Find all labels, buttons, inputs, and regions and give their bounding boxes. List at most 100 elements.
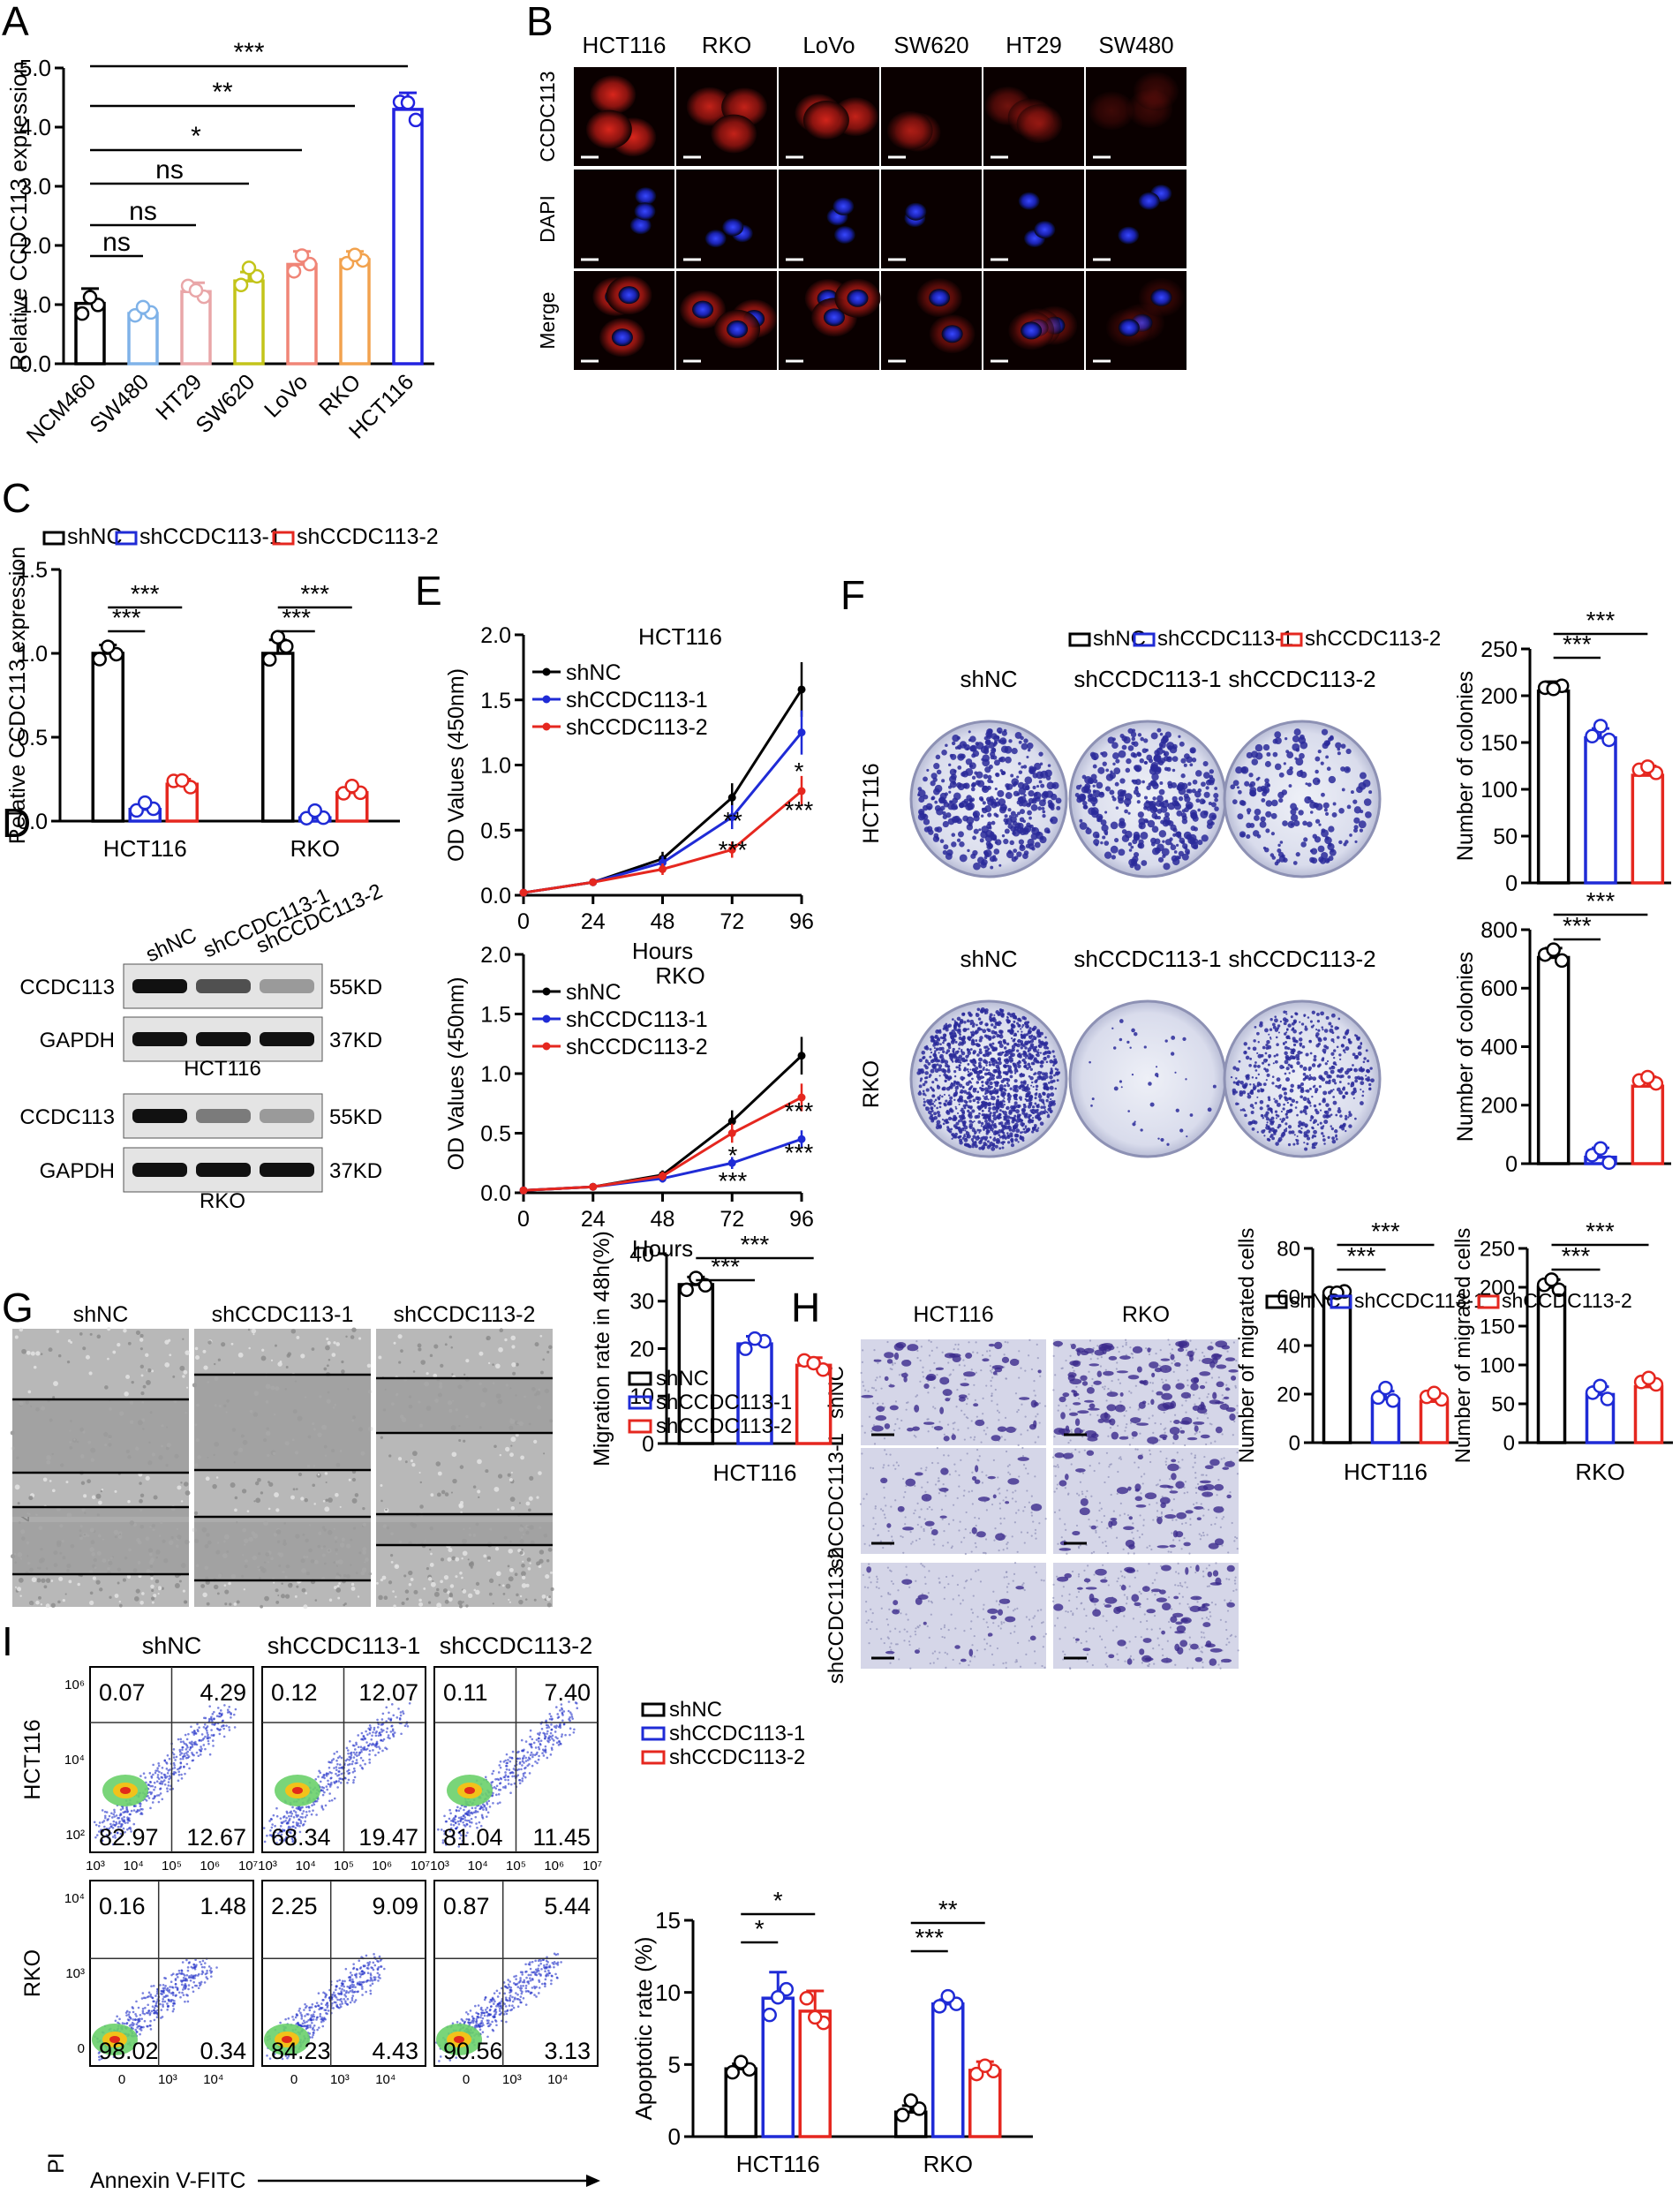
cell-speckle	[45, 1603, 50, 1609]
colony	[958, 1047, 961, 1051]
colony	[1177, 834, 1182, 839]
colony	[1007, 808, 1012, 812]
membrane-pore	[883, 1513, 885, 1516]
colony	[1019, 1118, 1022, 1121]
cell-speckle	[408, 1570, 413, 1576]
colony	[929, 1055, 932, 1059]
colony	[1290, 809, 1297, 816]
colony	[1007, 1100, 1011, 1104]
colony	[1118, 750, 1126, 758]
membrane-pore	[1207, 1417, 1209, 1420]
cell-speckle	[521, 1563, 525, 1568]
colony	[1292, 861, 1298, 865]
colony	[962, 783, 968, 789]
colony	[1214, 797, 1218, 803]
colony	[990, 831, 995, 837]
cell-speckle	[109, 1595, 112, 1599]
colony	[998, 1135, 1003, 1139]
colony	[1360, 1066, 1363, 1069]
colony	[1262, 743, 1270, 751]
colony	[1130, 731, 1137, 738]
colony	[926, 1099, 930, 1104]
colony	[1010, 1135, 1013, 1138]
membrane-pore	[861, 1361, 864, 1363]
membrane-pore	[1116, 1346, 1119, 1349]
membrane-pore	[973, 1438, 976, 1441]
colony	[1160, 805, 1168, 813]
cell-speckle	[133, 1595, 139, 1602]
colony	[992, 1063, 996, 1067]
cell-speckle	[131, 1381, 134, 1384]
colony	[1335, 1135, 1337, 1138]
migrated-cell	[1037, 1369, 1042, 1374]
colony	[1318, 823, 1322, 826]
colony	[1353, 1068, 1356, 1071]
membrane-pore	[1091, 1353, 1094, 1355]
colony	[984, 1060, 989, 1065]
colony	[1336, 1045, 1339, 1049]
colony	[1134, 863, 1141, 871]
colony	[1007, 823, 1013, 829]
cell-speckle	[328, 1497, 333, 1503]
membrane-pore	[973, 1384, 976, 1386]
colony	[1268, 1033, 1270, 1036]
colony	[984, 1138, 988, 1142]
colony	[922, 1055, 926, 1059]
cell-speckle	[251, 1328, 257, 1334]
colony	[934, 1098, 938, 1102]
colony	[1352, 1097, 1355, 1099]
colony	[1042, 1101, 1045, 1105]
colony	[1024, 1064, 1028, 1067]
membrane-pore	[990, 1384, 992, 1387]
colony	[1125, 830, 1133, 839]
colony	[1034, 841, 1041, 848]
colony	[929, 1048, 932, 1051]
colony	[1317, 845, 1325, 853]
membrane-pore	[1014, 1489, 1017, 1492]
colony	[958, 1067, 961, 1072]
colony	[936, 1106, 938, 1110]
colony	[938, 1029, 942, 1032]
colony	[1088, 807, 1096, 816]
migrated-cell	[1081, 1381, 1089, 1386]
colony	[983, 735, 988, 741]
colony	[1075, 784, 1081, 790]
colony	[968, 1037, 971, 1041]
membrane-pore	[1038, 1402, 1041, 1405]
colony	[1052, 1079, 1056, 1083]
colony	[1178, 735, 1181, 738]
cell-speckle	[21, 1348, 26, 1354]
colony	[1025, 1024, 1029, 1029]
colony	[1171, 756, 1179, 762]
colony	[1021, 1052, 1024, 1055]
migrated-cell	[1149, 1361, 1159, 1368]
migrated-cell	[923, 1384, 930, 1389]
membrane-pore	[1096, 1414, 1099, 1417]
migrated-cell	[1193, 1421, 1205, 1425]
colony	[1090, 1105, 1093, 1107]
cell-nucleus	[905, 202, 927, 221]
colony	[1013, 1114, 1017, 1118]
membrane-pore	[900, 1419, 903, 1422]
colony	[1002, 1071, 1006, 1074]
cell-nucleus	[1021, 321, 1043, 340]
colony	[1232, 1081, 1236, 1084]
cell-speckle	[436, 1587, 440, 1592]
colony	[1255, 752, 1263, 760]
cell-speckle	[248, 1346, 251, 1350]
migrated-cell	[1141, 1400, 1147, 1405]
colony	[1001, 1110, 1005, 1113]
colony	[1314, 1108, 1318, 1112]
colony	[1323, 1070, 1329, 1075]
colony	[1164, 750, 1170, 757]
migrated-cell	[884, 1376, 889, 1382]
colony	[1273, 1131, 1277, 1135]
colony	[1150, 732, 1158, 740]
colony	[956, 1050, 960, 1053]
colony	[966, 1019, 970, 1023]
blot-band	[132, 979, 187, 993]
cell-nucleus	[1034, 221, 1056, 239]
colony	[1147, 819, 1156, 828]
membrane-pore	[873, 1349, 876, 1352]
colony	[1283, 762, 1286, 765]
